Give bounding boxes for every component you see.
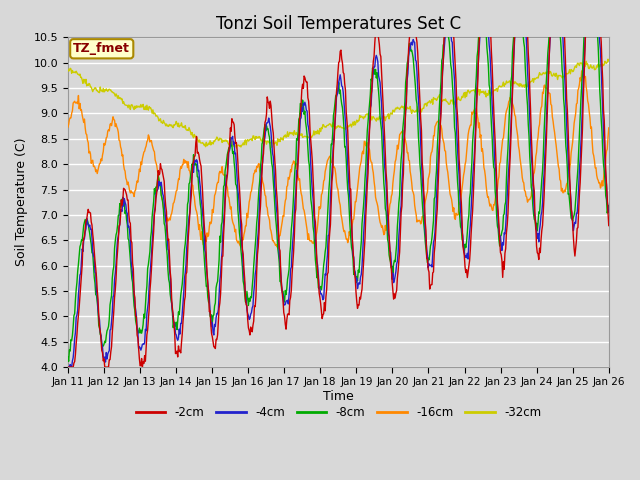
Legend: -2cm, -4cm, -8cm, -16cm, -32cm: -2cm, -4cm, -8cm, -16cm, -32cm xyxy=(131,401,546,424)
Y-axis label: Soil Temperature (C): Soil Temperature (C) xyxy=(15,138,28,266)
Title: Tonzi Soil Temperatures Set C: Tonzi Soil Temperatures Set C xyxy=(216,15,461,33)
Text: TZ_fmet: TZ_fmet xyxy=(74,42,130,55)
X-axis label: Time: Time xyxy=(323,390,354,403)
